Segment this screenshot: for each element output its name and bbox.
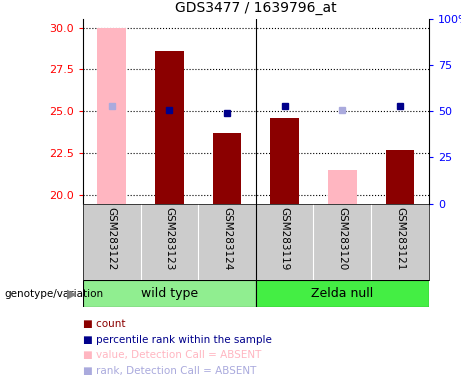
Title: GDS3477 / 1639796_at: GDS3477 / 1639796_at: [175, 2, 337, 15]
Text: ■ rank, Detection Call = ABSENT: ■ rank, Detection Call = ABSENT: [83, 366, 256, 376]
Text: genotype/variation: genotype/variation: [5, 289, 104, 299]
Bar: [83, 280, 256, 307]
Text: GSM283121: GSM283121: [395, 207, 405, 271]
Text: GSM283124: GSM283124: [222, 207, 232, 271]
Text: GSM283122: GSM283122: [107, 207, 117, 271]
Text: ■ value, Detection Call = ABSENT: ■ value, Detection Call = ABSENT: [83, 350, 261, 360]
Text: GSM283120: GSM283120: [337, 207, 347, 271]
Text: GSM283119: GSM283119: [280, 207, 290, 271]
Bar: [385, 150, 414, 204]
Bar: [97, 28, 126, 204]
Bar: [155, 51, 184, 204]
Text: ▶: ▶: [67, 287, 76, 300]
Text: ■ percentile rank within the sample: ■ percentile rank within the sample: [83, 335, 272, 345]
Text: GSM283123: GSM283123: [165, 207, 174, 271]
Bar: [256, 280, 429, 307]
Bar: [213, 133, 242, 204]
Bar: [270, 118, 299, 204]
Bar: [328, 170, 357, 204]
Text: wild type: wild type: [141, 287, 198, 300]
Text: ■ count: ■ count: [83, 319, 125, 329]
Text: Zelda null: Zelda null: [311, 287, 373, 300]
